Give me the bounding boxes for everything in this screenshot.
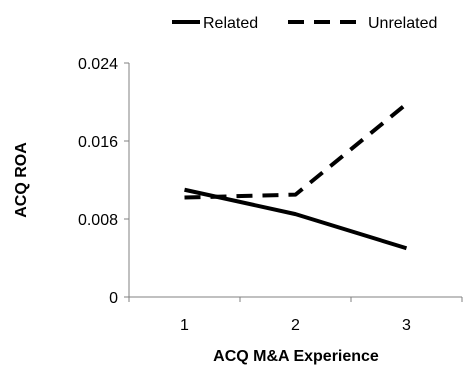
axes (129, 63, 462, 297)
y-axis-title: ACQ ROA (13, 142, 30, 218)
x-ticks: 1 2 3 (129, 297, 462, 334)
series-layer (185, 104, 407, 248)
y-tick-label: 0.024 (78, 56, 118, 73)
x-tick-label: 1 (180, 317, 189, 334)
y-tick-label: 0.008 (78, 212, 118, 229)
x-tick-label: 3 (402, 317, 411, 334)
legend-label-unrelated: Unrelated (368, 15, 437, 32)
legend: Related Unrelated (172, 15, 437, 32)
y-tick-label: 0.016 (78, 134, 118, 151)
x-axis-title: ACQ M&A Experience (213, 348, 379, 365)
legend-label-related: Related (203, 15, 258, 32)
y-ticks: 0 0.008 0.016 0.024 (78, 56, 129, 307)
x-tick-label: 2 (291, 317, 300, 334)
y-tick-label: 0 (109, 290, 118, 307)
series-line-unrelated (185, 104, 407, 198)
